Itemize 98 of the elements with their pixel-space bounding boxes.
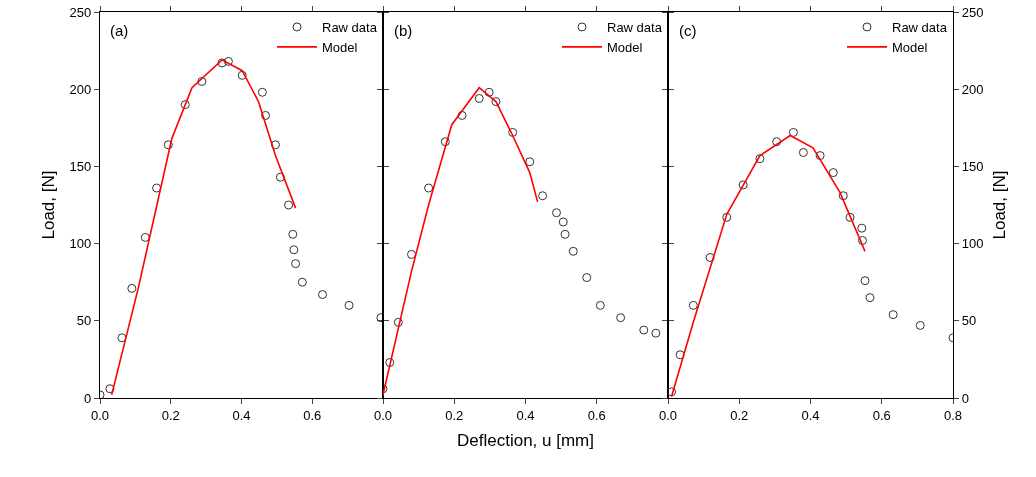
point: [288, 229, 298, 239]
point: [291, 259, 301, 269]
point: [858, 236, 868, 246]
y-axis-title: Load, [N]: [39, 170, 59, 240]
point: [440, 137, 450, 147]
y2-tick-label: 250: [961, 4, 984, 20]
point: [275, 172, 285, 182]
point: [551, 208, 561, 218]
point: [582, 273, 592, 283]
x-tick-label: 0.6: [587, 407, 606, 423]
point: [688, 300, 698, 310]
x-tick-label: 0.4: [232, 407, 251, 423]
point: [484, 87, 494, 97]
point: [705, 253, 715, 262]
point: [284, 200, 294, 210]
annotation: (b): [394, 22, 413, 39]
x-tick-label: 0.6: [872, 407, 891, 423]
point: [558, 217, 568, 227]
point: [127, 283, 137, 293]
y2-tick-label: 100: [961, 236, 984, 252]
point: [865, 293, 875, 303]
y2-tick-label: 0: [961, 390, 969, 406]
point: [525, 157, 535, 167]
point: [675, 350, 685, 360]
point: [257, 87, 267, 97]
point: [223, 56, 233, 66]
x-tick-label: 0.4: [516, 407, 535, 423]
point: [385, 357, 395, 367]
point: [788, 127, 798, 137]
x-axis-title: Deflection, u [mm]: [457, 431, 594, 451]
y-tick-label: 0: [84, 390, 92, 406]
point: [915, 320, 925, 330]
point: [474, 93, 484, 103]
legend-label: Model: [892, 39, 928, 55]
point: [838, 191, 848, 201]
legend-label: Raw data: [322, 20, 378, 36]
point: [318, 290, 328, 300]
point: [457, 110, 467, 120]
point: [508, 127, 518, 137]
point: [140, 232, 150, 242]
point: [722, 212, 732, 222]
point: [163, 140, 173, 150]
x-tick-label: 0.0: [658, 407, 678, 423]
point: [180, 100, 190, 110]
y2-tick-label: 150: [961, 158, 984, 174]
y-tick-label: 100: [69, 236, 92, 252]
point: [798, 148, 808, 157]
point: [197, 76, 207, 86]
point: [560, 229, 570, 239]
y2-tick-label: 50: [961, 313, 977, 329]
point: [568, 246, 578, 256]
point: [616, 313, 626, 323]
point: [595, 300, 605, 310]
legend-label: Model: [607, 39, 643, 55]
x-tick-label: 0.2: [445, 407, 464, 423]
point: [491, 97, 501, 107]
point: [237, 70, 247, 80]
x-tick-label: 0.0: [373, 407, 393, 423]
point: [755, 154, 765, 164]
point: [217, 58, 227, 68]
point: [117, 333, 127, 343]
x-tick-label: 0.2: [730, 407, 749, 423]
point: [860, 276, 870, 286]
annotation: (c): [679, 22, 697, 39]
point: [344, 300, 354, 310]
point: [538, 191, 548, 201]
point: [857, 223, 867, 233]
point: [289, 245, 299, 255]
point: [424, 183, 434, 193]
y-tick-label: 200: [69, 81, 92, 97]
point: [651, 328, 661, 338]
legend-label: Raw data: [607, 20, 663, 36]
y-tick-label: 250: [69, 4, 92, 20]
point: [738, 180, 748, 190]
legend-label: Model: [322, 39, 358, 55]
x-tick-label: 0.2: [161, 407, 180, 423]
x-tick-label: 0.0: [90, 407, 110, 423]
point: [639, 325, 649, 335]
point: [270, 140, 280, 150]
y-tick-label: 50: [76, 313, 92, 329]
x-tick-label: 0.8: [943, 407, 963, 423]
point: [815, 151, 825, 161]
legend-label: Raw data: [892, 20, 948, 36]
point: [297, 277, 307, 287]
y2-tick-label: 200: [961, 81, 984, 97]
y2-axis-title: Load, [N]: [989, 170, 1009, 240]
annotation: (a): [110, 22, 129, 39]
point: [888, 310, 898, 320]
point: [828, 168, 838, 178]
point: [845, 212, 855, 222]
point: [393, 317, 403, 327]
x-tick-label: 0.6: [303, 407, 322, 423]
y-tick-label: 150: [69, 158, 92, 174]
point: [668, 387, 677, 397]
point: [407, 249, 416, 259]
point: [261, 110, 271, 120]
x-tick-label: 0.4: [801, 407, 820, 423]
point: [772, 137, 782, 147]
